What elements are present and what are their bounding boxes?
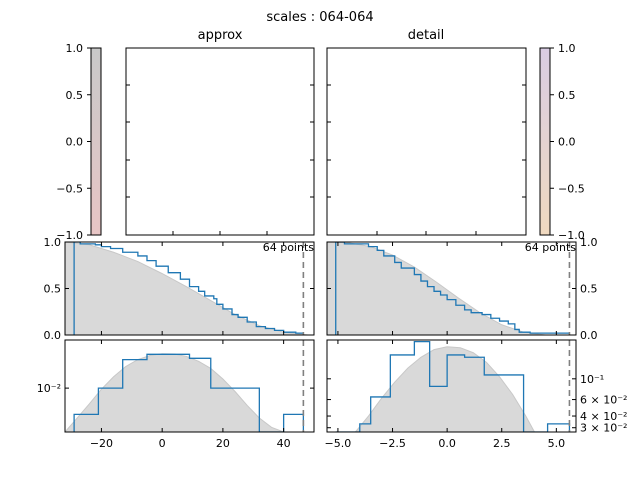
pdf-panel-detail: 10⁻¹ 6 × 10⁻² 4 × 10⁻²3 × 10⁻² −5.0 −2.5 0.0 2… xyxy=(325,339,627,450)
panel-title-detail: detail xyxy=(408,28,445,43)
points-annotation-approx: 64 points xyxy=(263,241,315,254)
image-panel-detail xyxy=(326,47,527,236)
colorbar-tick-label: 0.0 xyxy=(66,136,84,149)
y-tick-label: 0.5 xyxy=(44,283,62,296)
x-tick-label: 40 xyxy=(277,437,291,450)
plot-area xyxy=(65,242,314,335)
kde-area xyxy=(65,353,290,432)
image-panel-approx-ticks xyxy=(126,84,314,235)
colorbar-tick-label: 0.5 xyxy=(66,89,84,102)
colorbar-tick-label: −1.0 xyxy=(56,229,83,242)
x-tick-label: 0 xyxy=(159,437,166,450)
kde-area xyxy=(354,346,536,432)
cdf-panel-approx: 0.0 0.5 1.0 xyxy=(44,236,315,342)
cdf-panel-detail: 0.0 0.5 1.0 xyxy=(326,236,598,342)
step-series xyxy=(73,353,305,432)
y-tick-label: 3 × 10⁻² xyxy=(580,422,627,435)
y-tick-label: 6 × 10⁻² xyxy=(580,394,627,407)
y-tick-label: 10⁻² xyxy=(37,382,61,395)
image-panel-detail-ticks xyxy=(327,84,526,235)
x-tick-label: 0.0 xyxy=(438,437,456,450)
x-tick-label: 5.0 xyxy=(548,437,566,450)
y-tick-label: 0.0 xyxy=(580,329,598,342)
plot-area xyxy=(335,340,571,432)
colorbar-tick-label: 1.0 xyxy=(558,42,576,55)
step-series xyxy=(335,340,571,432)
x-tick-label: −20 xyxy=(90,437,113,450)
y-tick-label: 0.5 xyxy=(580,283,598,296)
colorbar-detail: 1.0 0.5 0.0 −0.5 −1.0 xyxy=(539,42,585,242)
axes-frame xyxy=(326,339,577,433)
y-tick-label: 4 × 10⁻² xyxy=(580,410,627,423)
y-tick-label: 1.0 xyxy=(44,236,62,249)
y-tick-label: 1.0 xyxy=(580,236,598,249)
image-panel-approx xyxy=(125,47,315,236)
x-tick-label: 20 xyxy=(216,437,230,450)
kde-area xyxy=(65,242,314,335)
colorbar-tick-label: 1.0 xyxy=(66,42,84,55)
step-series xyxy=(335,242,570,335)
y-tick-label: 0.0 xyxy=(44,329,62,342)
kde-area xyxy=(327,242,576,335)
plot-area xyxy=(327,242,576,335)
panel-title-approx: approx xyxy=(198,28,243,43)
x-tick-label: −2.5 xyxy=(379,437,406,450)
points-annotation-detail: 64 points xyxy=(525,241,577,254)
axes-frame xyxy=(64,339,315,433)
colorbar-tick-label: 0.0 xyxy=(558,136,576,149)
colorbar-approx-ticks: 1.0 0.5 0.0 −0.5 −1.0 xyxy=(56,42,91,242)
colorbar-tick-label: −0.5 xyxy=(558,182,585,195)
colorbar-detail-ticks: 1.0 0.5 0.0 −0.5 −1.0 xyxy=(550,42,585,242)
plot-area xyxy=(65,340,305,432)
step-series xyxy=(73,242,304,335)
colorbar-tick-label: −1.0 xyxy=(558,229,585,242)
x-tick-label: 2.5 xyxy=(493,437,511,450)
y-tick-label: 10⁻¹ xyxy=(580,373,604,386)
x-tick-label: −5.0 xyxy=(325,437,352,450)
colorbar-tick-label: −0.5 xyxy=(56,182,83,195)
colorbar-approx: 1.0 0.5 0.0 −0.5 −1.0 xyxy=(56,42,102,242)
figure-suptitle: scales : 064-064 xyxy=(266,10,373,25)
colorbar-tick-label: 0.5 xyxy=(558,89,576,102)
pdf-panel-approx: 10⁻² −20 0 20 40 xyxy=(37,339,315,450)
